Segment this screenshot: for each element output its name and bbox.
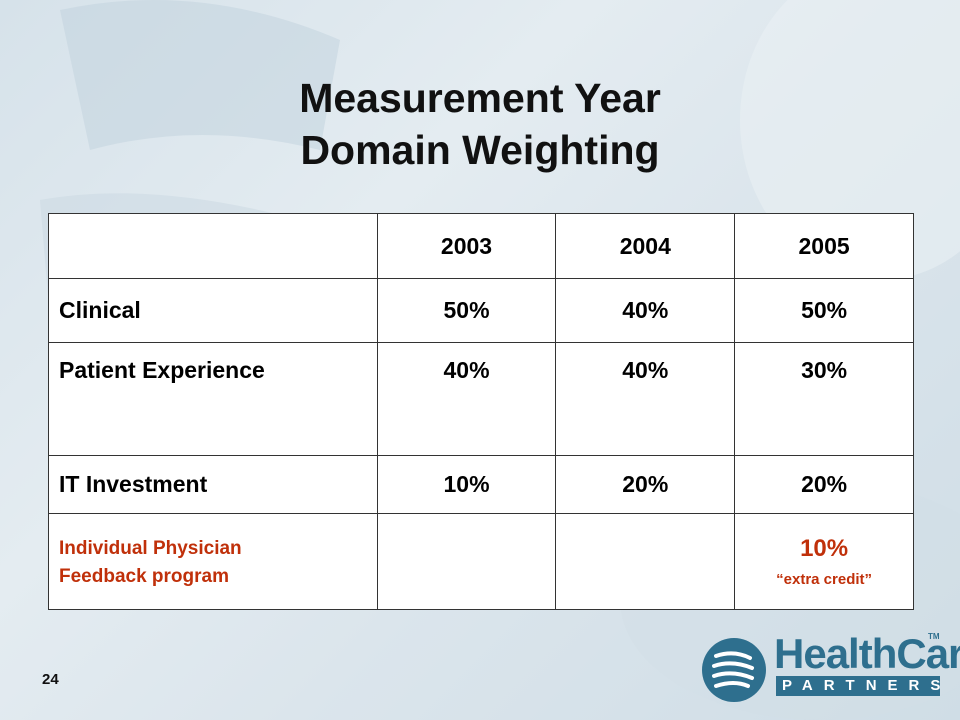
row-label-line2: Feedback program [59, 565, 229, 587]
table-row: IT Investment 10% 20% 20% [48, 455, 914, 514]
row-label-patient-experience: Patient Experience [48, 342, 378, 456]
slide-title-line2: Domain Weighting [300, 127, 660, 173]
header-cell-2005: 2005 [734, 213, 914, 279]
table-cell: 40% [555, 278, 736, 343]
header-cell-2003: 2003 [376, 213, 557, 279]
slide-title-line1: Measurement Year [299, 75, 661, 121]
row-label-line1: Individual Physician [59, 537, 242, 559]
extra-credit-value: 10% [800, 535, 849, 562]
table-header-row: 2003 2004 2005 [48, 213, 914, 279]
row-label-individual-physician: Individual Physician Feedback program [48, 513, 378, 610]
table-cell-extra-credit: 10% “extra credit” [734, 513, 914, 610]
table-cell: 10% [376, 455, 557, 514]
table-row-individual-physician: Individual Physician Feedback program 10… [48, 513, 914, 610]
table-cell: 50% [734, 278, 914, 343]
page-number: 24 [42, 671, 59, 688]
table-cell [376, 513, 557, 610]
table-row: Patient Experience 40% 40% 30% [48, 342, 914, 456]
row-label-clinical: Clinical [48, 278, 378, 343]
table-row: Clinical 50% 40% 50% [48, 278, 914, 343]
extra-credit-note: “extra credit” [776, 571, 873, 588]
row-label-it-investment: IT Investment [48, 455, 378, 514]
table-cell: 20% [734, 455, 914, 514]
domain-weighting-table: 2003 2004 2005 Clinical 50% 40% 50% Pati… [48, 213, 914, 610]
logo-wordmark: HealthCare [774, 630, 960, 677]
healthcare-partners-logo-icon [702, 638, 766, 702]
table-cell: 20% [555, 455, 736, 514]
table-cell: 50% [376, 278, 557, 343]
logo-subtitle: PARTNERS [776, 676, 940, 696]
table-cell: 40% [555, 342, 736, 456]
slide-title: Measurement Year Domain Weighting [0, 72, 960, 176]
table-cell: 30% [734, 342, 914, 456]
healthcare-partners-logo: HealthCare TM PARTNERS [700, 628, 960, 708]
table-cell [555, 513, 736, 610]
logo-trademark: TM [928, 632, 940, 641]
header-cell-2004: 2004 [555, 213, 736, 279]
table-cell: 40% [376, 342, 557, 456]
header-cell-empty [48, 213, 378, 279]
